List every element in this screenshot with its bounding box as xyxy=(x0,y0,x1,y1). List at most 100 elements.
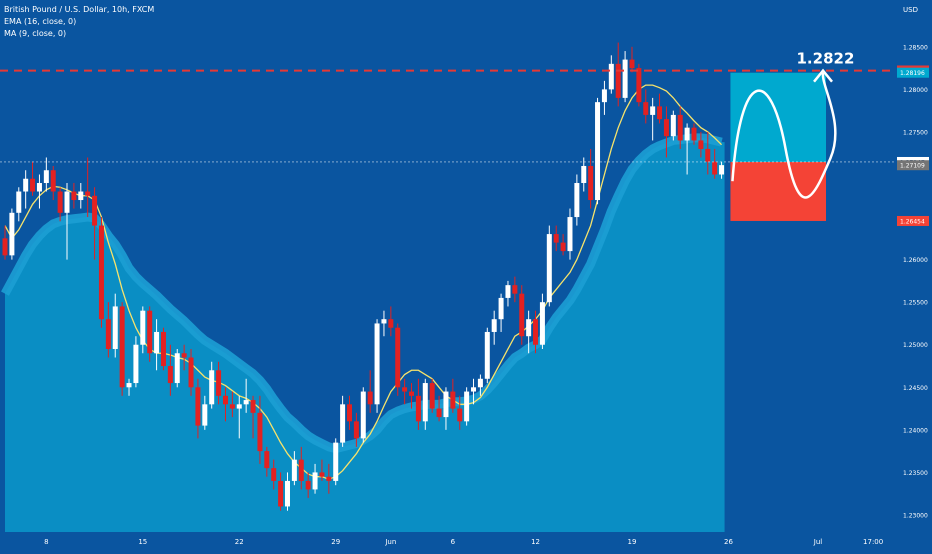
candle-body xyxy=(477,378,483,388)
candle xyxy=(601,80,607,115)
candle xyxy=(2,225,8,260)
candle-body xyxy=(657,106,663,120)
price-tag-label: 1.26454 xyxy=(900,218,925,225)
candle xyxy=(615,42,621,107)
x-tick-label: 29 xyxy=(331,538,340,546)
candle-body xyxy=(595,102,601,201)
candle xyxy=(415,378,421,430)
candle xyxy=(236,395,242,439)
x-tick-label: 6 xyxy=(451,538,456,546)
candle xyxy=(443,387,449,430)
price-tag-label: 1.28196 xyxy=(900,70,925,77)
candle xyxy=(126,378,132,396)
candle-body xyxy=(546,234,552,303)
candle-body xyxy=(85,191,91,196)
candle xyxy=(712,148,718,179)
candle xyxy=(464,387,470,426)
candle xyxy=(491,310,497,345)
candle xyxy=(588,148,594,209)
candle xyxy=(484,327,490,384)
ema-indicator-label[interactable]: EMA (16, close, 0) xyxy=(4,17,77,26)
candle xyxy=(471,378,477,405)
candle xyxy=(457,395,463,430)
y-tick-label: 1.23000 xyxy=(903,512,928,519)
candle-body xyxy=(2,238,8,256)
y-tick-label: 1.28500 xyxy=(903,44,928,51)
candle xyxy=(663,106,669,158)
candle-body xyxy=(257,412,263,452)
candle xyxy=(119,302,125,396)
annotations-layer: 1.2822 USD xyxy=(797,6,918,68)
candle xyxy=(429,378,435,413)
candle-body xyxy=(567,217,573,252)
candle xyxy=(698,131,704,158)
candle-body xyxy=(229,404,235,409)
y-tick-label: 1.27500 xyxy=(903,129,928,136)
candle xyxy=(691,123,697,145)
candle-body xyxy=(498,297,504,320)
candle xyxy=(36,174,42,209)
candle-body xyxy=(312,472,318,490)
candle xyxy=(477,374,483,396)
candle xyxy=(16,187,22,222)
candle xyxy=(174,348,180,388)
candle xyxy=(360,387,366,443)
candle xyxy=(657,93,663,124)
ma-indicator-label[interactable]: MA (9, close, 0) xyxy=(4,29,67,38)
candle xyxy=(188,348,194,396)
x-tick-label: 15 xyxy=(138,538,147,546)
candle-body xyxy=(264,451,270,469)
candle xyxy=(57,187,63,222)
candle xyxy=(305,472,311,498)
candle-body xyxy=(691,127,697,141)
candle xyxy=(216,361,222,405)
candle xyxy=(719,161,725,179)
candle xyxy=(402,378,408,405)
candle-body xyxy=(154,331,160,354)
candle-body xyxy=(484,331,490,379)
candle xyxy=(581,157,587,192)
y-tick-label: 1.28000 xyxy=(903,87,928,94)
candle-body xyxy=(415,395,421,422)
chart-legend: British Pound / U.S. Dollar, 10h, FXCM E… xyxy=(4,4,154,40)
symbol-title: British Pound / U.S. Dollar, 10h, FXCM xyxy=(4,5,155,14)
candle-body xyxy=(92,195,98,226)
candle-body xyxy=(64,191,70,213)
candle-body xyxy=(216,370,222,396)
candle-body xyxy=(305,480,311,490)
candle xyxy=(250,395,256,439)
candle xyxy=(381,310,387,337)
candle xyxy=(271,459,277,490)
candle-body xyxy=(160,331,166,367)
candle xyxy=(43,157,49,192)
candle-body xyxy=(236,404,242,409)
price-axis: 1.28500 1.28000 1.27500 1.26000 1.25500 1.250… xyxy=(897,44,929,519)
candle xyxy=(298,446,304,490)
candle xyxy=(147,306,153,362)
candle-body xyxy=(519,293,525,337)
candle-body xyxy=(719,165,725,175)
candle xyxy=(140,306,146,354)
candle xyxy=(643,89,649,124)
candle-body xyxy=(147,310,153,354)
x-tick-label: 8 xyxy=(44,538,48,546)
candle xyxy=(505,280,511,307)
candle-body xyxy=(663,119,669,137)
candle xyxy=(436,395,442,422)
candle xyxy=(160,327,166,371)
candle xyxy=(512,276,518,303)
candle xyxy=(85,157,91,218)
candle-body xyxy=(684,127,690,141)
candle xyxy=(209,361,215,409)
candle-body xyxy=(533,319,539,345)
candle-body xyxy=(526,319,532,337)
candle xyxy=(498,293,504,332)
candle-body xyxy=(30,178,36,192)
candle xyxy=(353,412,359,447)
candle-body xyxy=(243,400,249,405)
ema-area-fill xyxy=(5,137,725,532)
level-lines xyxy=(0,69,895,163)
price-tag: 1.28196 xyxy=(897,67,929,78)
candle xyxy=(450,378,456,413)
